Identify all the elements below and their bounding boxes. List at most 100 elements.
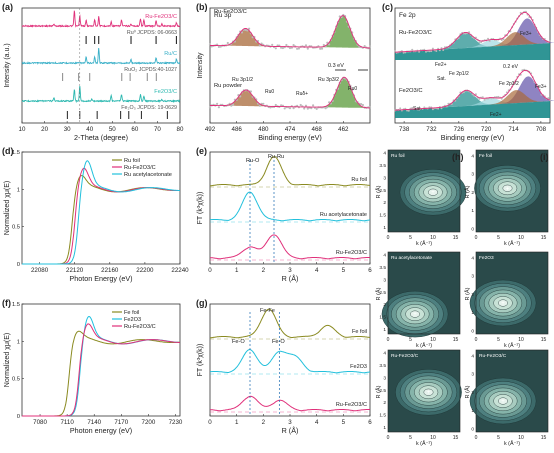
y-tick-label: 1 [17, 187, 20, 193]
data-marker [280, 46, 283, 49]
y-tick-label: 1 [17, 339, 20, 345]
annotation-text: Ru-O [246, 158, 260, 164]
y-axis-title-h: R (Å) [375, 287, 382, 300]
annotation-text: Fe-O [232, 339, 245, 345]
fit-envelope-line [395, 11, 551, 53]
xanes-series-line [22, 175, 180, 265]
annotation-text: Fe-O [272, 339, 285, 345]
xanes-series-line [22, 160, 180, 265]
series-label: Fe2O3/C [154, 89, 177, 95]
data-marker [262, 102, 265, 105]
y-tick-label: 1.5 [12, 150, 20, 156]
y-tick-label: 3 [383, 375, 386, 381]
x-tick-label: 738 [399, 126, 410, 133]
data-marker [248, 27, 251, 30]
fit-envelope-line [209, 76, 371, 109]
y-axis-title-i: R (Å) [464, 185, 471, 198]
fit-envelope-line [395, 69, 551, 111]
data-marker [216, 102, 219, 105]
y-axis-title-h: R (Å) [375, 385, 382, 398]
series-label: Ru-Fe2O3/C [336, 250, 367, 256]
legend-label: Ru-Fe2O3/C [124, 165, 156, 171]
x-axis-title: R (Å) [282, 426, 299, 435]
x-tick-label: 0 [387, 337, 390, 343]
y-tick-label: 1 [471, 408, 474, 414]
x-tick-label: 474 [285, 126, 296, 133]
panel-h-map: + Ru acetylacetonate 0 5 10 15 1 1.5 2 2.5 3 3.5 4 [379, 251, 461, 343]
data-marker [431, 108, 434, 111]
y-tick-label: 1.5 [379, 315, 386, 321]
x-tick-label: 22240 [171, 267, 189, 274]
panel-h-map: + Ru-Fe2O3/C 0 5 10 15 1 1.5 2 2.5 3 3.5 4 [379, 349, 462, 441]
series-label: Ru/C [164, 51, 177, 57]
panel-label-i: (i) [540, 152, 549, 162]
y-tick-label: 0 [471, 426, 474, 432]
data-marker [502, 38, 505, 41]
data-marker [230, 104, 233, 107]
xrd-series-line [21, 48, 181, 65]
x-tick-label: 80 [177, 126, 184, 133]
data-marker [288, 46, 292, 50]
plot-frame [21, 7, 181, 124]
panel-title: Ru 3p [214, 12, 232, 19]
data-marker [487, 37, 489, 40]
annotation-text: 0.2 eV [503, 64, 519, 70]
heatmap-title: Ru foil [391, 153, 405, 159]
data-marker [328, 101, 331, 104]
heatmap-title: Fe2O3 [479, 255, 494, 261]
annotation-text: Sat. [413, 106, 422, 112]
heatmap-frame [387, 251, 461, 335]
data-marker [297, 47, 300, 50]
x-tick-label: 4 [315, 419, 319, 426]
y-tick-label: 3 [471, 274, 474, 280]
x-tick-label: 0 [475, 235, 478, 241]
exafs-series-line [209, 156, 371, 187]
x-tick-label: 726 [454, 126, 465, 133]
y-tick-label: 1 [383, 327, 386, 333]
x-axis-title-h: k (Å⁻¹) [416, 240, 432, 247]
panel-label-b: (b) [196, 2, 208, 12]
data-marker [320, 47, 324, 50]
heatmap-contour [498, 397, 508, 405]
x-tick-label: 3 [288, 419, 292, 426]
data-marker [431, 47, 434, 50]
x-tick-label: 7200 [142, 419, 156, 426]
exafs-series-line [209, 191, 371, 222]
data-marker [226, 41, 229, 45]
x-tick-label: 0 [387, 235, 390, 241]
y-tick-label: 4 [471, 153, 474, 159]
data-marker [411, 107, 414, 109]
data-marker [296, 47, 299, 50]
x-tick-label: 468 [312, 126, 323, 133]
data-marker [312, 104, 315, 107]
series-label: Fe2O3/C [399, 88, 423, 94]
y-axis-title-f: Normalized χμ(E) [4, 333, 11, 387]
data-marker [363, 45, 366, 48]
y-tick-label: 0.5 [12, 377, 20, 383]
data-marker [258, 104, 261, 107]
heatmap-max-marker: + [501, 301, 505, 307]
x-tick-label: 486 [232, 126, 243, 133]
data-marker [402, 51, 405, 54]
x-axis-title-i: k (Å⁻¹) [504, 440, 520, 447]
data-marker [315, 107, 318, 110]
data-marker [368, 45, 372, 48]
annotation-text: Fe3+ [535, 84, 547, 90]
data-marker [411, 48, 414, 51]
data-marker [304, 44, 308, 47]
data-marker [468, 31, 471, 34]
data-marker [292, 107, 295, 110]
y-tick-label: 3 [383, 175, 386, 181]
y-tick-label: 3.5 [379, 265, 386, 271]
data-marker [326, 106, 329, 109]
x-tick-label: 15 [453, 235, 459, 241]
series-label: Ru acetylacetonate [320, 212, 367, 218]
x-tick-label: 3 [288, 267, 292, 274]
x-axis-title: Binding energy (eV) [258, 133, 322, 142]
data-marker [288, 107, 292, 110]
y-axis-title-g: FT (k³χ(k)) [197, 344, 204, 377]
annotation-text: Fe3+ [520, 31, 532, 37]
series-label: Ru-Fe2O3/C [214, 9, 247, 15]
peak-component-fill [463, 40, 519, 49]
reference-label: Fe₂O₃ JCPDS: 19-0629 [121, 105, 177, 111]
